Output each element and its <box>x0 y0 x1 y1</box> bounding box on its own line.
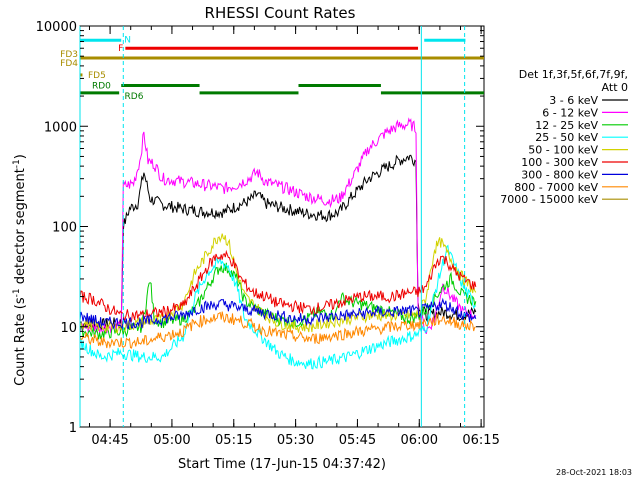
chart-title: RHESSI Count Rates <box>205 4 356 22</box>
series-line <box>79 154 477 332</box>
y-axis-label-sup1: -1 <box>12 288 22 297</box>
series-line <box>79 297 477 331</box>
x-axis-label: Start Time (17-Jun-15 04:37:42) <box>178 457 386 472</box>
legend-header-line2: Att 0 <box>602 81 628 94</box>
footer-timestamp: 28-Oct-2021 18:03 <box>556 468 632 477</box>
y-axis-label-main: Count Rate (s <box>13 297 28 386</box>
legend-entry-label: 6 - 12 keV <box>542 106 598 119</box>
flag-label: FD5 <box>88 71 106 81</box>
legend-entry-label: 12 - 25 keV <box>535 119 598 132</box>
y-axis: 1 10 100 1000 10000 <box>36 20 484 436</box>
x-tick-label: 04:45 <box>91 433 128 448</box>
legend-entry-label: 800 - 7000 keV <box>514 181 598 194</box>
y-axis-label-sup2: -1 <box>12 159 22 168</box>
series-line <box>79 262 477 340</box>
x-tick-label: 05:00 <box>153 433 190 448</box>
x-tick-label: 06:00 <box>401 433 438 448</box>
y-tick-label: 100 <box>52 221 77 236</box>
y-axis-label: Count Rate (s-1 detector segment-1) <box>12 154 28 386</box>
x-tick-label: 05:15 <box>215 433 252 448</box>
legend-entry-label: 300 - 800 keV <box>521 168 598 181</box>
flag-label: N <box>124 35 131 45</box>
flag-label: F <box>118 44 123 54</box>
x-tick-label: 05:30 <box>277 433 314 448</box>
legend-entry-label: 50 - 100 keV <box>528 144 598 157</box>
legend-entry-label: 100 - 300 keV <box>521 156 598 169</box>
series-group <box>79 117 477 370</box>
series-line <box>79 244 477 370</box>
legend-header-line1: Det 1f,3f,5f,6f,7f,9f, <box>519 68 628 81</box>
legend: Det 1f,3f,5f,6f,7f,9f, Att 0 3 - 6 keV6 … <box>500 68 628 206</box>
series-line <box>79 249 477 323</box>
y-axis-label-end: ) <box>13 154 28 159</box>
y-tick-label: 1000 <box>44 120 77 135</box>
legend-entry-label: 25 - 50 keV <box>535 131 598 144</box>
y-axis-label-mid: detector segment <box>13 168 28 288</box>
flag-label: FD3 <box>60 50 78 60</box>
legend-entry-label: 3 - 6 keV <box>549 94 598 107</box>
flag-label: RD6 <box>125 92 144 102</box>
flag-label: FD4 <box>60 59 78 69</box>
legend-entry-label: 7000 - 15000 keV <box>500 193 598 206</box>
y-tick-label: 10 <box>60 321 77 336</box>
flag-label: RD0 <box>92 81 111 91</box>
x-tick-label: 06:15 <box>462 433 499 448</box>
x-tick-label: 05:45 <box>339 433 376 448</box>
series-line <box>79 117 477 335</box>
y-tick-label: 1 <box>69 421 77 436</box>
x-axis: 04:45 05:00 05:15 05:30 05:45 06:00 06:15 <box>88 26 500 448</box>
series-line <box>79 233 477 334</box>
y-tick-label: 10000 <box>36 20 77 35</box>
series-line <box>79 311 477 349</box>
